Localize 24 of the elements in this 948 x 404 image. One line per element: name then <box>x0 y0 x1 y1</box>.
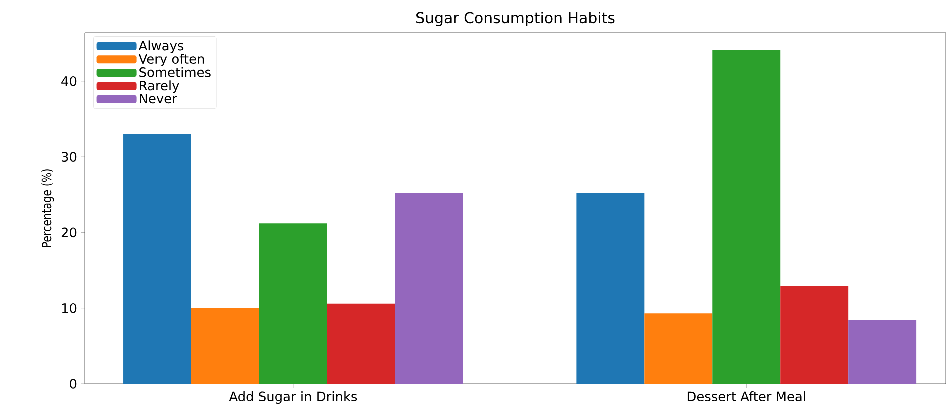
bar <box>327 304 396 384</box>
y-axis-title: Percentage (%) <box>42 170 54 248</box>
bar <box>191 308 260 384</box>
y-tick-label: 10 <box>62 303 77 314</box>
legend-label: Never <box>140 94 178 104</box>
bar <box>712 50 781 384</box>
bar <box>395 193 464 384</box>
legend-label: Rarely <box>140 80 180 94</box>
x-tick-label: Dessert After Meal <box>688 392 806 402</box>
y-tick-label: 40 <box>62 76 77 86</box>
y-tick-label: 30 <box>62 152 77 162</box>
legend-label: Very often <box>138 54 204 67</box>
x-tick-label: Add Sugar in Drinks <box>229 392 358 404</box>
bar <box>644 314 713 384</box>
y-tick-label: 20 <box>62 228 77 238</box>
bar <box>124 134 192 384</box>
bar <box>848 320 917 384</box>
bar <box>576 193 645 384</box>
chart-title: Sugar Consumption Habits <box>416 12 615 26</box>
bar <box>259 224 328 384</box>
bar <box>780 286 849 384</box>
legend-label: Sometimes <box>140 67 211 78</box>
y-tick-label: 0 <box>70 379 77 389</box>
legend-label: Always <box>138 40 184 54</box>
